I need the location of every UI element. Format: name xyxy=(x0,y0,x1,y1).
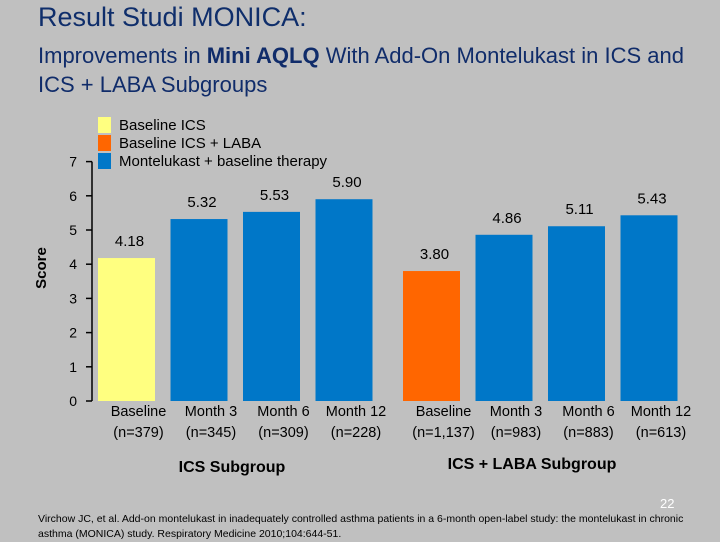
x-n-label-g0-0: (n=379) xyxy=(113,425,163,441)
group-label-0: ICS Subgroup xyxy=(179,459,286,476)
y-tick-label-2: 2 xyxy=(69,325,77,341)
x-category-label-g1-2: Month 6 xyxy=(562,404,614,420)
y-tick-label-3: 3 xyxy=(69,290,77,306)
legend-item-baseline-ics: Baseline ICS xyxy=(98,116,327,134)
bar-value-label-g0-0: 4.18 xyxy=(115,233,144,250)
x-category-label-g0-2: Month 6 xyxy=(257,404,309,420)
x-n-label-g0-2: (n=309) xyxy=(258,425,308,441)
bar-value-label-g0-2: 5.53 xyxy=(260,187,289,204)
x-n-label-g1-3: (n=613) xyxy=(636,425,686,441)
bar-g1-0 xyxy=(403,271,460,401)
y-tick-label-4: 4 xyxy=(69,256,77,272)
legend-item-montelukast: Montelukast + baseline therapy xyxy=(98,152,327,170)
x-category-label-g1-1: Month 3 xyxy=(490,404,542,420)
slide-subtitle: Improvements in Mini AQLQ With Add-On Mo… xyxy=(38,41,688,99)
citation: Virchow JC, et al. Add-on montelukast in… xyxy=(38,513,684,540)
legend-label-baseline-ics: Baseline ICS xyxy=(119,116,206,134)
bar-g1-3 xyxy=(620,215,678,401)
legend-swatch-montelukast xyxy=(98,153,111,169)
y-tick-label-0: 0 xyxy=(69,393,77,409)
y-tick-label-5: 5 xyxy=(69,222,77,238)
y-tick-label-6: 6 xyxy=(69,188,77,204)
x-n-label-g1-0: (n=1,137) xyxy=(412,425,474,441)
legend-swatch-baseline-ics-laba xyxy=(98,135,111,151)
legend-swatch-baseline-ics xyxy=(98,117,111,133)
bar-value-label-g1-3: 5.43 xyxy=(637,190,666,207)
x-category-label-g0-3: Month 12 xyxy=(326,404,386,420)
x-n-label-g1-2: (n=883) xyxy=(563,425,613,441)
subtitle-pre: Improvements in xyxy=(38,43,207,68)
y-tick-label-1: 1 xyxy=(69,359,77,375)
bar-g0-3 xyxy=(315,199,373,401)
subtitle-bold: Mini AQLQ xyxy=(206,43,320,68)
x-category-label-g1-0: Baseline xyxy=(416,404,472,420)
legend-label-baseline-ics-laba: Baseline ICS + LABA xyxy=(119,134,262,152)
x-category-label-g1-3: Month 12 xyxy=(631,404,691,420)
page-number: 22 xyxy=(660,496,675,511)
x-category-label-g0-1: Month 3 xyxy=(185,404,237,420)
x-n-label-g0-1: (n=345) xyxy=(186,425,236,441)
y-axis-label: Score xyxy=(33,247,50,289)
bar-g0-0 xyxy=(98,258,155,401)
group-label-1: ICS + LABA Subgroup xyxy=(448,456,617,473)
chart-legend: Baseline ICS Baseline ICS + LABA Montelu… xyxy=(98,116,327,170)
y-tick-label-7: 7 xyxy=(69,154,77,170)
legend-label-montelukast: Montelukast + baseline therapy xyxy=(119,152,328,170)
slide-title: Result Studi MONICA: xyxy=(38,2,307,32)
bar-value-label-g0-3: 5.90 xyxy=(332,174,361,191)
bar-g0-2 xyxy=(243,211,300,401)
bar-value-label-g1-1: 4.86 xyxy=(492,210,521,227)
x-category-label-g0-0: Baseline xyxy=(111,404,167,420)
legend-item-baseline-ics-laba: Baseline ICS + LABA xyxy=(98,134,327,152)
bar-g1-1 xyxy=(475,234,533,401)
bar-value-label-g1-2: 5.11 xyxy=(565,201,593,218)
bar-chart: 0 1 2 3 4 5 6 7 Score 4.18 Baseline (n=379) 5.32 Mont… xyxy=(33,154,691,476)
bar-g1-2 xyxy=(548,226,605,401)
bar-value-label-g1-0: 3.80 xyxy=(420,246,449,263)
subtitle-post: With Add-On Montelukast in ICS and ICS +… xyxy=(38,43,684,97)
bar-g0-1 xyxy=(170,219,228,401)
bar-value-label-g0-1: 5.32 xyxy=(187,194,216,211)
x-n-label-g1-1: (n=983) xyxy=(491,425,541,441)
x-n-label-g0-3: (n=228) xyxy=(331,425,381,441)
